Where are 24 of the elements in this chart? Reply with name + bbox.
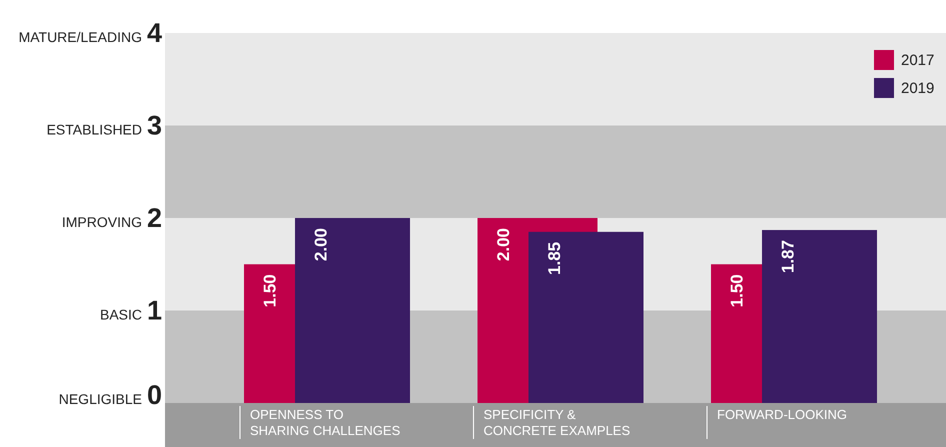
- y-tick-label: 0: [146, 380, 162, 410]
- data-label: 1.50: [260, 274, 280, 308]
- x-tick-label: SPECIFICITY & CONCRETE EXAMPLES: [484, 407, 630, 438]
- y-tick-label: 1: [146, 296, 162, 326]
- text: NEGLIGIBLE: [58, 391, 142, 407]
- y-tick-label: 3: [146, 110, 162, 140]
- text: ESTABLISHED: [46, 122, 142, 138]
- x-tick-label: OPENNESS TO SHARING CHALLENGES: [250, 407, 401, 438]
- legend-label: 2017: [901, 52, 934, 69]
- text: IMPROVING: [62, 214, 142, 230]
- data-label: 2.00: [494, 228, 513, 262]
- legend-label: 2019: [901, 80, 934, 97]
- y-tick-label: 4: [146, 18, 162, 48]
- data-label: 1.50: [728, 274, 746, 308]
- bar: [295, 218, 410, 403]
- bar: [528, 232, 644, 403]
- data-label: 1.87: [778, 240, 798, 274]
- data-label: 1.85: [545, 242, 564, 275]
- x-tick-label: FORWARD-LOOKING: [717, 407, 848, 422]
- bar: [762, 230, 877, 403]
- data-label: 2.00: [312, 228, 330, 262]
- text: MATURE/LEADING: [18, 29, 142, 45]
- y-tick-label: 2: [146, 203, 162, 233]
- text: BASIC: [100, 306, 142, 322]
